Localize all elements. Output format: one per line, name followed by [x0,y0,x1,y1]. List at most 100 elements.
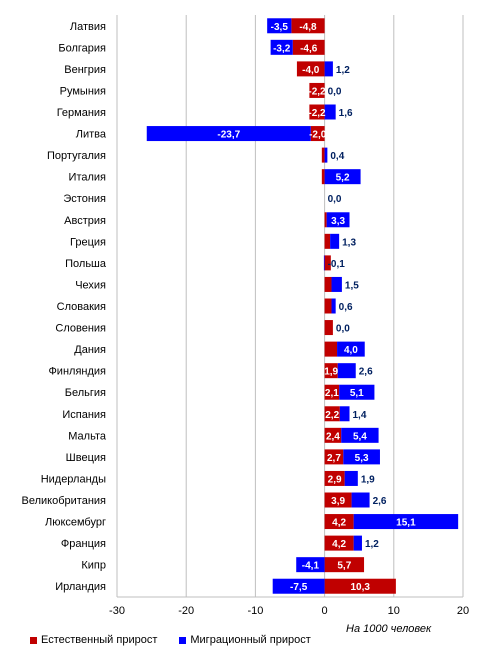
data-label-migration: -23,7 [217,130,240,141]
data-label-natural: -4,6 [300,43,318,54]
data-label-natural: 4,2 [332,539,346,550]
data-label-migration: 3,3 [331,216,345,227]
bar-natural [324,492,352,508]
data-label-migration: 1,9 [361,474,375,485]
legend-swatch-migration [179,636,187,644]
bar-natural [324,255,331,271]
bar-migration [270,39,293,55]
data-label-migration: 5,2 [336,173,350,184]
bar-natural [324,384,340,400]
bar-natural [321,169,325,185]
bar-migration [337,341,365,357]
bar-natural [324,406,340,422]
legend-item-natural: Естественный прирост [30,634,157,646]
bar-natural [324,578,396,594]
legend-label-natural: Естественный прирост [41,634,158,646]
bar-natural [324,298,332,314]
category-label: Италия [69,172,107,184]
data-label-migration: -3,2 [273,43,291,54]
category-label: Словакия [57,301,106,313]
x-tick-label: 20 [457,605,469,617]
bar-natural [324,363,338,379]
bar-migration [351,492,370,508]
bar-migration [296,557,325,573]
legend-label-migration: Миграционный прирост [190,634,311,646]
category-label: Дания [74,344,106,356]
category-label: Мальта [68,430,107,442]
data-label-migration: -4,1 [302,561,320,572]
data-label-migration: 0,0 [328,194,342,205]
data-label-natural: 2,9 [328,474,342,485]
bar-migration [272,578,325,594]
data-label-migration: 1,5 [345,280,359,291]
bar-migration [324,61,333,77]
data-label-migration: 5,1 [350,388,364,399]
bar-natural [310,126,325,142]
data-label-natural: -4,8 [299,22,317,33]
bar-natural [324,470,345,486]
bar-natural [324,341,338,357]
legend-item-migration: Миграционный прирост [179,634,311,646]
data-label-migration: 1,6 [339,108,353,119]
bar-migration [267,18,292,34]
bar-natural [324,233,331,249]
bar-migration [344,470,358,486]
data-label-natural: -4,0 [302,65,320,76]
x-tick-label: 10 [388,605,400,617]
category-label: Финляндия [48,366,106,378]
legend: Естественный прирост Миграционный прирос… [30,634,311,646]
data-label-migration: 0,0 [328,86,342,97]
category-label: Австрия [64,215,106,227]
data-label-migration: -3,5 [271,22,289,33]
bar-natural [324,427,342,443]
bar-natural [324,276,332,292]
data-label-natural: -2,2 [308,86,326,97]
category-label: Люксембург [45,517,106,529]
data-label-migration: 0,4 [330,151,344,162]
bar-migration [324,147,328,163]
x-tick-label: -20 [178,605,194,617]
bar-natural [324,535,354,551]
data-label-migration: 1,2 [336,65,350,76]
bar-natural [324,514,354,530]
data-label-migration: 0,6 [339,302,353,313]
bar-natural [292,39,325,55]
bar-migration [353,535,362,551]
data-label-migration: 2,6 [359,367,373,378]
bar-migration [337,363,356,379]
data-label-migration: -0,1 [328,259,346,270]
category-label: Бельгия [65,387,106,399]
bar-migration [343,449,380,465]
x-axis-unit-label: На 1000 человек [346,623,432,635]
bar-natural [324,449,344,465]
data-label-migration: 1,4 [353,410,367,421]
data-label-natural: 5,7 [337,561,351,572]
data-label-natural: -2,0 [309,130,327,141]
bar-natural [309,104,325,120]
data-label-natural: 2,7 [327,453,341,464]
category-label: Болгария [58,42,106,54]
data-label-migration: 0,0 [336,324,350,335]
bar-natural [309,82,325,98]
bar-migration [339,406,350,422]
x-tick-label: -10 [247,605,263,617]
data-label-migration: 15,1 [396,518,416,529]
category-label: Нидерланды [41,473,106,485]
category-label: Венгрия [64,64,106,76]
data-label-natural: 2,1 [325,388,339,399]
data-label-natural: -2,2 [308,108,326,119]
data-label-natural: 4,2 [332,518,346,529]
category-label: Великобритания [22,495,107,507]
bar-natural [324,557,365,573]
bar-migration [323,255,325,271]
category-label: Франция [61,538,106,550]
data-label-migration: 5,4 [353,431,367,442]
bar-migration [339,384,375,400]
data-label-migration: 2,6 [373,496,387,507]
category-label: Эстония [63,193,106,205]
data-label-migration: 1,3 [342,237,356,248]
category-label: Швеция [66,452,106,464]
category-label: Румыния [60,85,106,97]
bar-migration [324,169,361,185]
